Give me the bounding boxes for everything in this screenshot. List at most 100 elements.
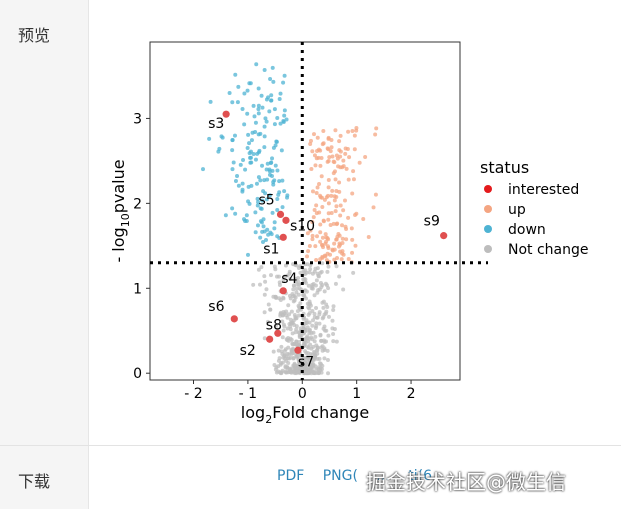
data-point xyxy=(232,133,237,138)
data-point xyxy=(299,334,304,339)
data-point xyxy=(262,134,267,139)
volcano-plot: s1 s2 s3 s4 s5 s6 s7 s8 s9 s10 - 2 - 1 0 1 2 0 1 2 3 log… xyxy=(90,0,621,445)
y-axis: 0 1 2 3 xyxy=(133,111,150,382)
data-point xyxy=(321,219,326,224)
data-point xyxy=(314,278,319,283)
download-links: PDF PNG( ... ti(6 xyxy=(277,468,446,484)
data-point xyxy=(334,237,339,242)
data-point xyxy=(306,283,311,288)
data-point xyxy=(256,103,261,108)
y-label-log: - log xyxy=(109,227,128,262)
data-point xyxy=(296,275,301,280)
data-point xyxy=(326,217,331,222)
download-pdf-link[interactable]: PDF xyxy=(277,468,305,484)
data-point xyxy=(227,90,232,95)
data-point xyxy=(326,333,331,338)
data-point xyxy=(334,189,339,194)
download-png-link[interactable]: PNG( xyxy=(322,468,358,484)
data-point xyxy=(322,338,327,343)
data-point xyxy=(373,132,378,137)
data-point xyxy=(320,282,325,287)
x-tick-label: - 2 xyxy=(184,386,202,402)
data-point xyxy=(270,156,275,161)
data-point xyxy=(295,282,300,287)
data-point xyxy=(275,115,280,120)
data-point xyxy=(263,191,268,196)
data-point xyxy=(282,189,287,194)
data-point xyxy=(207,136,212,141)
data-point xyxy=(320,348,325,353)
data-point xyxy=(320,261,325,266)
data-point xyxy=(319,156,324,161)
data-point xyxy=(279,148,284,153)
download-tiff-link[interactable]: ti(6 xyxy=(408,468,432,484)
data-point xyxy=(310,189,315,194)
data-point xyxy=(322,253,327,258)
data-point xyxy=(280,335,285,340)
data-point xyxy=(245,88,250,93)
data-point xyxy=(344,227,349,232)
data-point xyxy=(339,257,344,262)
download-more-link[interactable]: ... xyxy=(376,468,390,484)
data-point xyxy=(318,193,323,198)
data-point xyxy=(245,252,250,257)
data-point xyxy=(263,279,268,284)
data-point xyxy=(318,257,323,262)
data-point xyxy=(287,269,292,274)
data-point xyxy=(286,338,291,343)
data-point xyxy=(366,234,371,239)
data-point xyxy=(310,149,315,154)
data-point xyxy=(313,326,318,331)
data-point xyxy=(289,337,294,342)
data-point xyxy=(314,203,319,208)
interested-label-s1: s1 xyxy=(263,241,279,257)
x-tick-label: 0 xyxy=(298,386,307,402)
data-point xyxy=(322,356,327,361)
data-point xyxy=(292,283,297,288)
data-point xyxy=(308,263,313,268)
data-point xyxy=(264,119,269,124)
data-point xyxy=(321,299,326,304)
legend-swatch-0 xyxy=(484,185,492,193)
data-point xyxy=(256,150,261,155)
data-point xyxy=(325,269,330,274)
data-point xyxy=(319,242,324,247)
data-point xyxy=(272,107,277,112)
data-point xyxy=(325,193,330,198)
data-point xyxy=(312,208,317,213)
data-point xyxy=(262,124,267,129)
data-point xyxy=(277,179,282,184)
data-point xyxy=(248,160,253,165)
data-point xyxy=(275,274,280,279)
data-point xyxy=(333,209,338,214)
x-label-log: log xyxy=(241,403,265,422)
data-point xyxy=(285,315,290,320)
data-point xyxy=(314,211,319,216)
data-point xyxy=(319,345,324,350)
data-point xyxy=(303,277,308,282)
data-point xyxy=(291,287,296,292)
data-point xyxy=(252,114,257,119)
data-point xyxy=(320,204,325,209)
data-point xyxy=(304,270,309,275)
data-point xyxy=(283,274,288,279)
data-point xyxy=(244,213,249,218)
interested-label-s5: s5 xyxy=(259,192,275,208)
data-point xyxy=(260,198,265,203)
data-point xyxy=(257,282,262,287)
y-label-sub: 10 xyxy=(119,213,132,227)
data-point xyxy=(278,121,283,126)
legend-label-0: interested xyxy=(508,182,579,198)
data-point xyxy=(319,338,324,343)
interested-point-s7 xyxy=(294,346,302,354)
data-point xyxy=(278,91,283,96)
data-point xyxy=(338,133,343,138)
data-point xyxy=(315,271,320,276)
data-point xyxy=(208,99,213,104)
data-point xyxy=(312,315,317,320)
data-point xyxy=(268,77,273,82)
data-point xyxy=(263,238,268,243)
data-point xyxy=(273,367,278,372)
data-point xyxy=(333,281,338,286)
data-point xyxy=(263,116,268,121)
